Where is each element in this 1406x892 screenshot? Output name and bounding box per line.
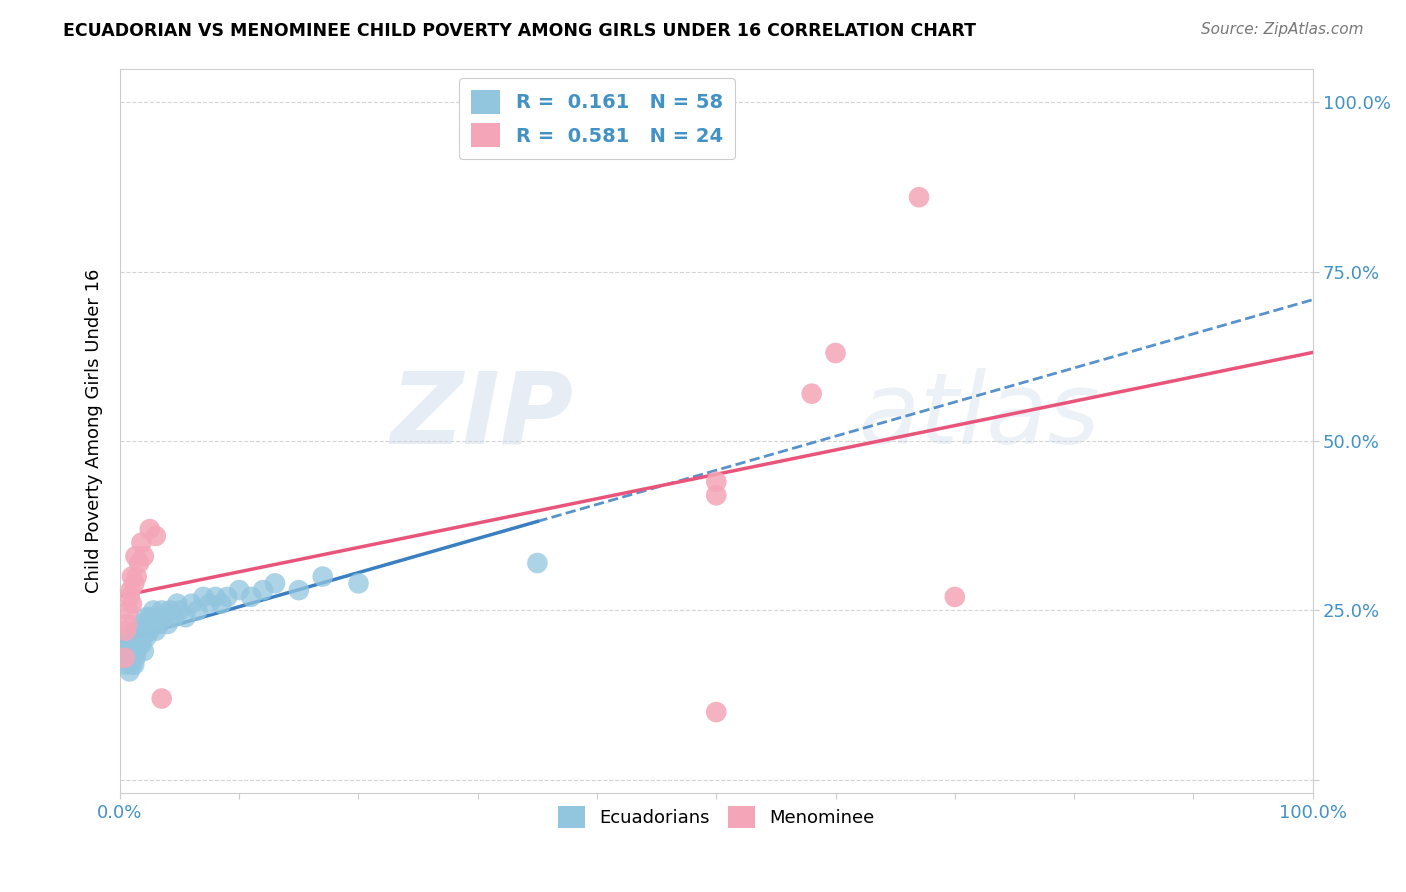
Point <box>122 651 145 665</box>
Point <box>118 651 141 665</box>
Text: ECUADORIAN VS MENOMINEE CHILD POVERTY AMONG GIRLS UNDER 16 CORRELATION CHART: ECUADORIAN VS MENOMINEE CHILD POVERTY AM… <box>63 22 976 40</box>
Point <box>139 610 162 624</box>
Point <box>162 610 184 624</box>
Point <box>125 644 148 658</box>
Point <box>169 603 191 617</box>
Point <box>186 603 208 617</box>
Point <box>117 603 139 617</box>
Point <box>159 603 181 617</box>
Point <box>142 603 165 617</box>
Point <box>128 556 150 570</box>
Point <box>264 576 287 591</box>
Point <box>115 644 138 658</box>
Point <box>122 644 145 658</box>
Point <box>125 569 148 583</box>
Point <box>121 637 143 651</box>
Point <box>153 610 176 624</box>
Point <box>127 637 149 651</box>
Point <box>150 603 173 617</box>
Point <box>124 637 146 651</box>
Point <box>131 535 153 549</box>
Point <box>217 590 239 604</box>
Point <box>129 624 152 638</box>
Point <box>135 610 157 624</box>
Point <box>128 631 150 645</box>
Point <box>135 631 157 645</box>
Point <box>145 624 167 638</box>
Point <box>908 190 931 204</box>
Point <box>347 576 370 591</box>
Point <box>121 657 143 672</box>
Point <box>148 617 170 632</box>
Point <box>115 624 138 638</box>
Point <box>141 617 163 632</box>
Point <box>824 346 846 360</box>
Point <box>193 590 215 604</box>
Point <box>115 637 138 651</box>
Point <box>120 644 142 658</box>
Point <box>120 583 142 598</box>
Point <box>180 597 202 611</box>
Point <box>146 610 169 624</box>
Point <box>704 475 727 489</box>
Point <box>124 624 146 638</box>
Point <box>124 576 146 591</box>
Point <box>124 651 146 665</box>
Point <box>117 631 139 645</box>
Point <box>288 583 311 598</box>
Point <box>526 556 548 570</box>
Point <box>228 583 250 598</box>
Point <box>115 617 138 632</box>
Point <box>150 691 173 706</box>
Point <box>204 590 226 604</box>
Point <box>132 549 155 564</box>
Text: atlas: atlas <box>859 368 1101 465</box>
Point <box>132 644 155 658</box>
Point <box>131 631 153 645</box>
Point <box>156 617 179 632</box>
Point <box>118 665 141 679</box>
Point <box>127 624 149 638</box>
Point <box>145 529 167 543</box>
Point <box>115 657 138 672</box>
Text: ZIP: ZIP <box>389 368 574 465</box>
Point <box>118 590 141 604</box>
Point <box>132 624 155 638</box>
Point <box>131 617 153 632</box>
Point <box>312 569 335 583</box>
Text: Source: ZipAtlas.com: Source: ZipAtlas.com <box>1201 22 1364 37</box>
Point <box>124 549 146 564</box>
Point <box>166 597 188 611</box>
Point <box>121 569 143 583</box>
Point <box>209 597 232 611</box>
Point <box>124 657 146 672</box>
Legend: Ecuadorians, Menominee: Ecuadorians, Menominee <box>551 798 882 835</box>
Y-axis label: Child Poverty Among Girls Under 16: Child Poverty Among Girls Under 16 <box>86 268 103 593</box>
Point <box>240 590 263 604</box>
Point <box>943 590 966 604</box>
Point <box>704 488 727 502</box>
Point <box>198 597 221 611</box>
Point <box>114 651 136 665</box>
Point <box>252 583 274 598</box>
Point <box>121 597 143 611</box>
Point <box>800 386 823 401</box>
Point <box>131 637 153 651</box>
Point <box>704 705 727 719</box>
Point <box>139 522 162 536</box>
Point <box>125 631 148 645</box>
Point <box>139 624 162 638</box>
Point <box>174 610 197 624</box>
